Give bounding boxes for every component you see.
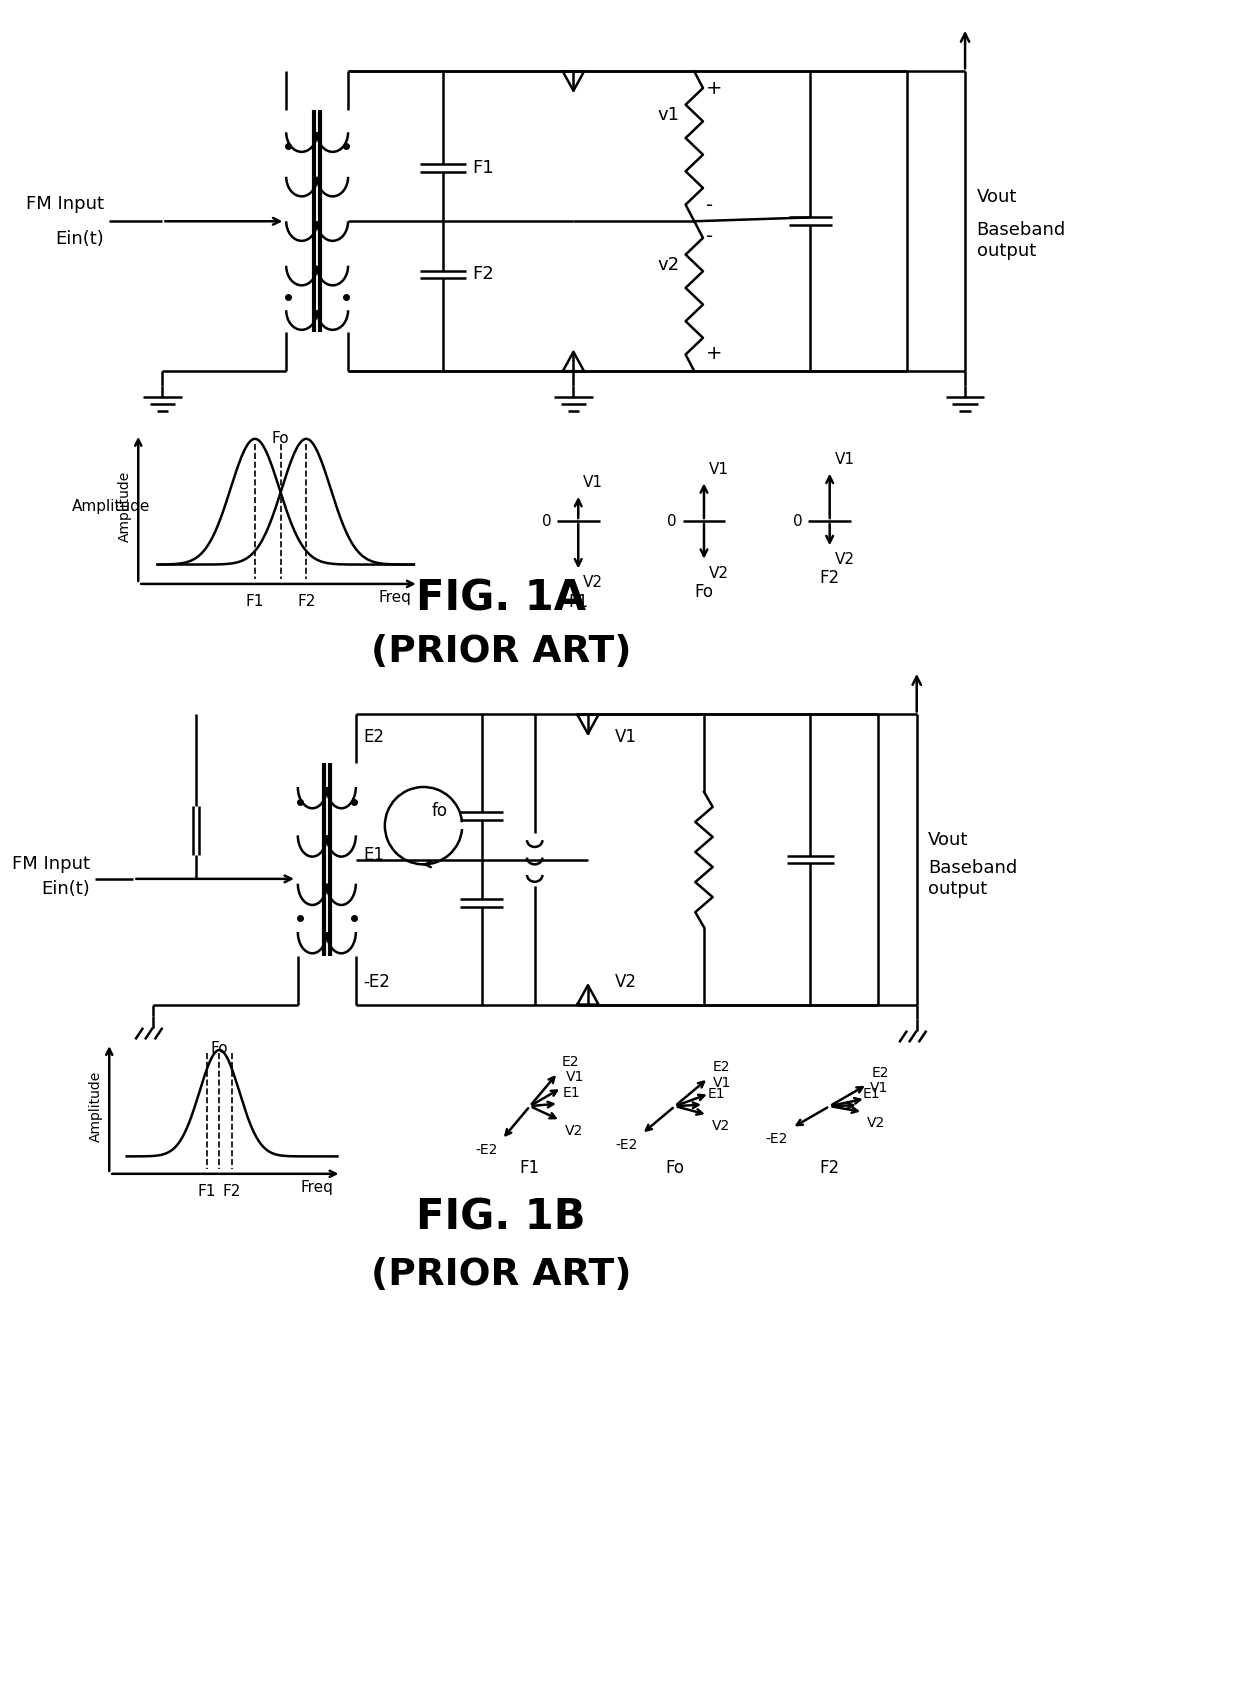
Text: Baseband
output: Baseband output: [929, 859, 1018, 898]
Text: Amplitude: Amplitude: [118, 470, 131, 543]
Text: Fo: Fo: [666, 1160, 684, 1177]
Text: V1: V1: [709, 462, 729, 477]
Text: 0: 0: [792, 514, 802, 529]
Text: V1: V1: [869, 1081, 888, 1094]
Text: V1: V1: [713, 1075, 732, 1089]
Text: V2: V2: [712, 1119, 730, 1133]
Text: -E2: -E2: [363, 972, 391, 991]
Text: V1: V1: [565, 1070, 584, 1084]
Text: Ein(t): Ein(t): [56, 230, 104, 247]
Text: FM Input: FM Input: [26, 194, 104, 213]
Text: V1: V1: [835, 451, 854, 467]
Text: Amplitude: Amplitude: [72, 499, 150, 514]
Text: E2: E2: [363, 729, 384, 746]
Text: V1: V1: [615, 729, 637, 746]
Text: F2: F2: [472, 265, 494, 284]
Text: F2: F2: [820, 570, 839, 587]
Text: Fo: Fo: [272, 431, 289, 446]
Text: Fo: Fo: [694, 583, 713, 600]
Text: fo: fo: [432, 802, 448, 820]
Text: Vout: Vout: [929, 832, 968, 849]
Text: (PRIOR ART): (PRIOR ART): [371, 634, 631, 670]
Text: V2: V2: [867, 1116, 885, 1130]
Text: -: -: [706, 196, 713, 215]
Text: Freq: Freq: [378, 590, 410, 605]
Text: F1: F1: [246, 594, 264, 609]
Text: V2: V2: [615, 972, 637, 991]
Text: Fo: Fo: [211, 1040, 228, 1055]
Text: V2: V2: [709, 565, 729, 580]
Text: Ein(t): Ein(t): [41, 879, 91, 898]
Text: 0: 0: [667, 514, 677, 529]
Text: E2: E2: [712, 1060, 729, 1074]
Text: 0: 0: [542, 514, 551, 529]
Text: FM Input: FM Input: [12, 856, 91, 873]
Text: V2: V2: [835, 551, 854, 566]
Text: E1: E1: [563, 1086, 580, 1099]
Text: v1: v1: [657, 107, 680, 123]
Text: E2: E2: [562, 1055, 579, 1069]
Text: F1: F1: [472, 159, 494, 178]
Text: v2: v2: [657, 255, 680, 274]
Text: E1: E1: [708, 1087, 725, 1101]
Text: (PRIOR ART): (PRIOR ART): [371, 1258, 631, 1294]
Text: -: -: [706, 227, 713, 247]
Text: Baseband
output: Baseband output: [977, 222, 1066, 260]
Text: F2: F2: [223, 1184, 242, 1199]
Text: E2: E2: [872, 1067, 889, 1081]
Text: FIG. 1B: FIG. 1B: [417, 1196, 585, 1238]
Text: Vout: Vout: [977, 188, 1017, 206]
Text: E1: E1: [363, 846, 384, 864]
Text: -E2: -E2: [766, 1131, 789, 1146]
Text: FIG. 1A: FIG. 1A: [415, 577, 585, 619]
Text: F1: F1: [197, 1184, 216, 1199]
Text: +: +: [706, 345, 723, 364]
Text: E1: E1: [863, 1087, 880, 1101]
Text: F1: F1: [520, 1160, 539, 1177]
Text: -E2: -E2: [476, 1143, 498, 1157]
Text: V2: V2: [564, 1125, 583, 1138]
Text: Amplitude: Amplitude: [89, 1070, 103, 1141]
Text: F2: F2: [820, 1160, 839, 1177]
Text: V2: V2: [583, 575, 603, 590]
Text: +: +: [706, 79, 723, 98]
Text: F2: F2: [298, 594, 315, 609]
Text: Freq: Freq: [301, 1180, 334, 1196]
Text: -E2: -E2: [615, 1138, 637, 1152]
Text: V1: V1: [583, 475, 603, 490]
Text: F1: F1: [568, 592, 588, 610]
